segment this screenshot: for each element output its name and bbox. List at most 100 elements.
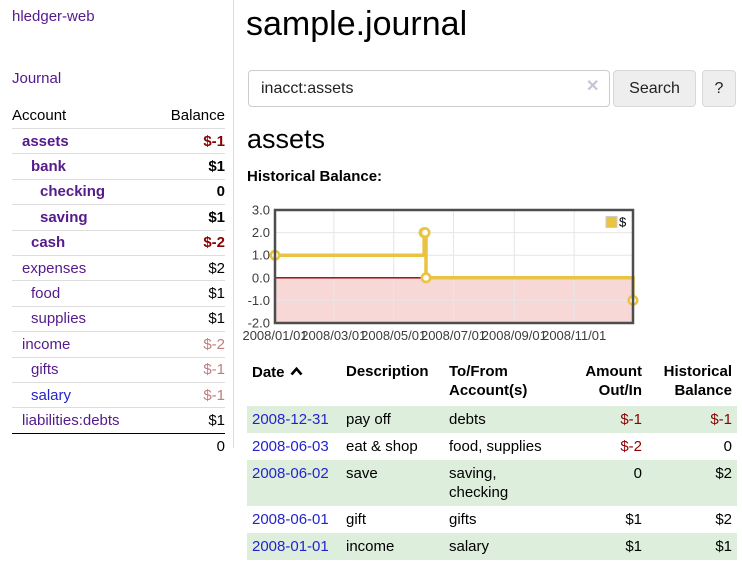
transaction-accounts: saving, checking <box>449 465 509 501</box>
accounts-table-header: Account Balance <box>12 102 225 128</box>
account-balance: $-2 <box>203 335 225 353</box>
account-balance: $-1 <box>203 386 225 404</box>
register-table: Date Description To/From Account(s) Amou… <box>247 360 737 560</box>
balance-column-header: Balance <box>170 106 225 124</box>
transaction-date-link[interactable]: 2008-12-31 <box>252 411 329 428</box>
account-row: income $-2 <box>12 331 225 356</box>
account-balance: $1 <box>208 158 225 176</box>
help-button[interactable]: ? <box>702 70 736 107</box>
transaction-accounts: debts <box>449 411 486 428</box>
transaction-balance: 0 <box>723 438 732 455</box>
account-row: expenses $2 <box>12 254 225 280</box>
transaction-balance: $-1 <box>710 411 732 428</box>
transaction-accounts: gifts <box>449 511 477 528</box>
transaction-balance: $2 <box>715 465 732 482</box>
sidebar-item-journal[interactable]: Journal <box>12 70 62 87</box>
search-input[interactable] <box>248 70 610 107</box>
svg-text:0.0: 0.0 <box>252 270 270 285</box>
transaction-amount: $-2 <box>620 438 642 455</box>
svg-text:$: $ <box>619 215 627 230</box>
search-button[interactable]: Search <box>613 70 696 107</box>
account-row: cash $-2 <box>12 229 225 255</box>
svg-text:2008/09/01: 2008/09/01 <box>482 328 547 343</box>
register-row: 2008-06-02 save saving, checking 0 $2 <box>247 460 737 506</box>
accounts-table: Account Balance assets $-1 bank $1 check… <box>12 102 225 459</box>
account-link-cash[interactable]: cash <box>31 234 66 252</box>
svg-text:2008/01/01: 2008/01/01 <box>242 328 307 343</box>
register-header-amount: Amount Out/In <box>585 363 642 399</box>
transaction-description: gift <box>346 511 367 528</box>
register-header-date[interactable]: Date <box>247 360 341 406</box>
svg-text:-1.0: -1.0 <box>248 293 270 308</box>
historical-balance-chart: $3.0 2.0 1.0 0.0 -1.0 -2.02008/01/012008/03/0… <box>242 203 639 343</box>
transaction-date-link[interactable]: 2008-01-01 <box>252 538 329 555</box>
register-header-accounts: To/From Account(s) <box>449 363 528 399</box>
transaction-date-link[interactable]: 2008-06-02 <box>252 465 329 482</box>
account-row: liabilities:debts $1 <box>12 407 225 432</box>
svg-text:-2.0: -2.0 <box>248 316 270 331</box>
transaction-balance: $1 <box>715 538 732 555</box>
account-row: supplies $1 <box>12 305 225 331</box>
brand-link[interactable]: hledger-web <box>12 8 95 25</box>
account-balance: $1 <box>208 310 225 328</box>
account-balance: $-2 <box>203 234 225 252</box>
transaction-amount: $1 <box>625 538 642 555</box>
account-link-food[interactable]: food <box>31 285 61 303</box>
account-balance: $1 <box>208 411 225 429</box>
transaction-amount: $-1 <box>620 411 642 428</box>
register-row: 2008-06-01 gift gifts $1 $2 <box>247 506 737 533</box>
transaction-description: income <box>346 538 395 555</box>
svg-text:1.0: 1.0 <box>252 248 270 263</box>
account-link-expenses[interactable]: expenses <box>22 259 87 277</box>
accounts-total-row: 0 <box>12 432 225 459</box>
account-balance: $-1 <box>203 132 225 150</box>
account-row: assets $-1 <box>12 128 225 153</box>
account-row: checking 0 <box>12 178 225 204</box>
account-link-assets[interactable]: assets <box>22 132 69 150</box>
transaction-description: pay off <box>346 411 391 428</box>
register-row: 2008-12-31 pay off debts $-1 $-1 <box>247 406 737 433</box>
register-row: 2008-01-01 income salary $1 $1 <box>247 533 737 560</box>
account-link-supplies[interactable]: supplies <box>31 310 87 328</box>
account-link-salary[interactable]: salary <box>31 386 72 404</box>
account-balance: $1 <box>208 208 225 226</box>
transaction-description: eat & shop <box>346 438 418 455</box>
account-link-saving[interactable]: saving <box>40 208 88 226</box>
clear-search-icon[interactable]: ✕ <box>586 78 600 95</box>
accounts-total-value: 0 <box>216 437 225 455</box>
account-balance: $2 <box>208 259 225 277</box>
svg-text:2008/05/01: 2008/05/01 <box>361 328 426 343</box>
account-column-header: Account <box>12 106 67 124</box>
account-balance: $-1 <box>203 361 225 379</box>
account-row: salary $-1 <box>12 381 225 407</box>
chart-title: Historical Balance: <box>247 168 383 185</box>
account-row: saving $1 <box>12 204 225 229</box>
register-header-balance: Historical Balance <box>663 363 732 399</box>
account-link-liabilities-debts[interactable]: liabilities:debts <box>22 411 120 429</box>
svg-text:2008/07/01: 2008/07/01 <box>421 328 486 343</box>
transaction-accounts: food, supplies <box>449 438 542 455</box>
transaction-accounts: salary <box>449 538 490 555</box>
account-link-gifts[interactable]: gifts <box>31 361 59 379</box>
transaction-amount: $1 <box>625 511 642 528</box>
account-heading: assets <box>247 124 326 154</box>
transaction-date-link[interactable]: 2008-06-03 <box>252 438 329 455</box>
transaction-balance: $2 <box>715 511 732 528</box>
svg-text:2008/03/01: 2008/03/01 <box>301 328 366 343</box>
register-row: 2008-06-03 eat & shop food, supplies $-2… <box>247 433 737 460</box>
svg-text:2008/11/01: 2008/11/01 <box>542 328 606 343</box>
account-row: bank $1 <box>12 153 225 178</box>
account-link-income[interactable]: income <box>22 335 71 353</box>
account-balance: $1 <box>208 285 225 303</box>
account-link-checking[interactable]: checking <box>40 183 106 201</box>
svg-text:2.0: 2.0 <box>252 225 270 240</box>
register-header-row: Date Description To/From Account(s) Amou… <box>247 360 737 406</box>
account-row: food $1 <box>12 280 225 305</box>
account-balance: 0 <box>216 183 225 201</box>
account-row: gifts $-1 <box>12 356 225 382</box>
svg-text:3.0: 3.0 <box>252 203 270 218</box>
transaction-date-link[interactable]: 2008-06-01 <box>252 511 329 528</box>
sidebar: hledger-web Journal Account Balance asse… <box>0 0 234 455</box>
account-link-bank[interactable]: bank <box>31 158 67 176</box>
